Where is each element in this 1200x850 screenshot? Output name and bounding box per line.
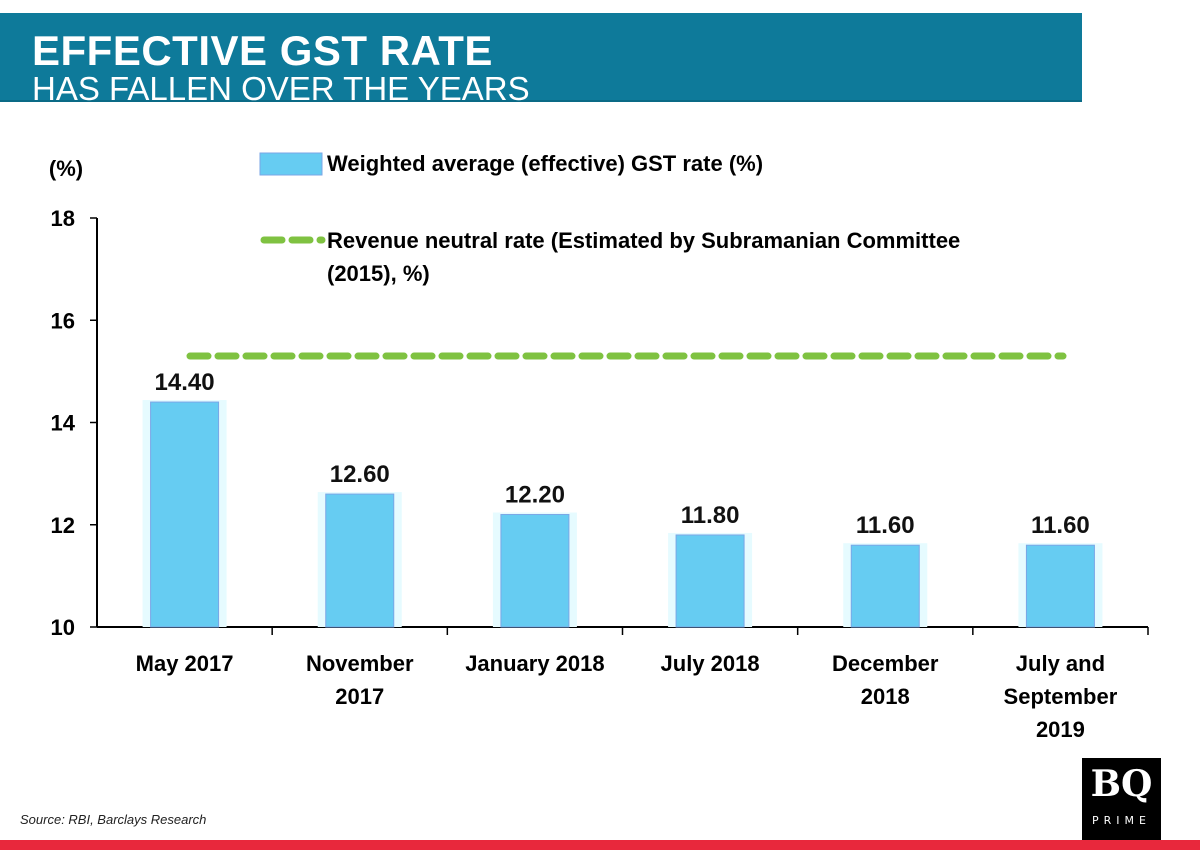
data-label: 14.40 — [155, 369, 215, 396]
data-label: 12.20 — [505, 482, 565, 509]
bar — [675, 534, 745, 628]
y-tick-label: 18 — [51, 206, 75, 231]
y-tick-label: 16 — [51, 308, 75, 333]
x-tick-label: January 2018 — [465, 651, 604, 676]
data-label: 11.60 — [856, 512, 915, 539]
bar — [150, 401, 220, 628]
data-label: 12.60 — [330, 461, 390, 488]
y-tick-label: 12 — [51, 513, 75, 538]
legend-label-line: Revenue neutral rate (Estimated by Subra… — [327, 228, 960, 253]
footer-accent-bar — [0, 840, 1200, 850]
legend-label-bar: Weighted average (effective) GST rate (%… — [327, 151, 763, 176]
x-tick-label: May 2017 — [136, 651, 234, 676]
x-tick-label: July 2018 — [661, 651, 760, 676]
bar — [1025, 544, 1095, 628]
chart-subtitle: HAS FALLEN OVER THE YEARS — [32, 70, 530, 107]
x-tick-label: 2018 — [861, 684, 910, 709]
legend-label-line: (2015), %) — [327, 261, 430, 286]
x-tick-label: 2019 — [1036, 717, 1085, 742]
y-tick-label: 14 — [51, 411, 76, 436]
data-label: 11.60 — [1031, 512, 1090, 539]
logo-text: BQ — [1090, 763, 1153, 805]
x-tick-label: July and — [1016, 651, 1105, 676]
source-note: Source: RBI, Barclays Research — [20, 812, 207, 827]
x-tick-label: November — [306, 651, 414, 676]
data-label: 11.80 — [681, 502, 740, 529]
y-axis-label: (%) — [49, 156, 83, 181]
legend-bar-swatch — [259, 152, 323, 176]
logo-subtext: PRIME — [1092, 814, 1151, 827]
x-tick-label: September — [1004, 684, 1118, 709]
chart-title: EFFECTIVE GST RATE — [32, 27, 493, 74]
x-tick-label: December — [832, 651, 939, 676]
bar — [850, 544, 920, 628]
bar — [325, 493, 395, 628]
x-tick-label: 2017 — [335, 684, 384, 709]
title-banner: EFFECTIVE GST RATE HAS FALLEN OVER THE Y… — [0, 13, 1082, 107]
bar — [500, 514, 570, 628]
y-tick-label: 10 — [51, 615, 75, 640]
bq-prime-logo: BQ PRIME — [1082, 758, 1161, 840]
